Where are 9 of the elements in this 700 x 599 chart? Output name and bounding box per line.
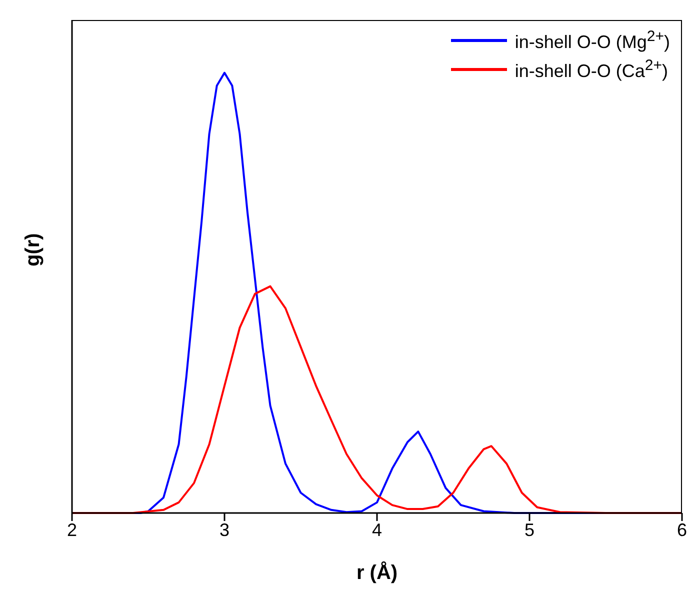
x-axis-title: r (Å) <box>356 561 398 584</box>
x-tick-label: 3 <box>219 520 230 540</box>
y-axis-title: g(r) <box>22 233 44 266</box>
legend-label: in-shell O-O (Ca$^{2+}$) <box>514 57 668 82</box>
legend-label: in-shell O-O (Mg$^{2+}$) <box>514 28 670 53</box>
x-tick-label: 2 <box>66 520 78 540</box>
x-tick-label: 6 <box>676 520 688 540</box>
x-tick-label: 4 <box>372 520 382 540</box>
x-tick-label: 5 <box>524 520 535 540</box>
